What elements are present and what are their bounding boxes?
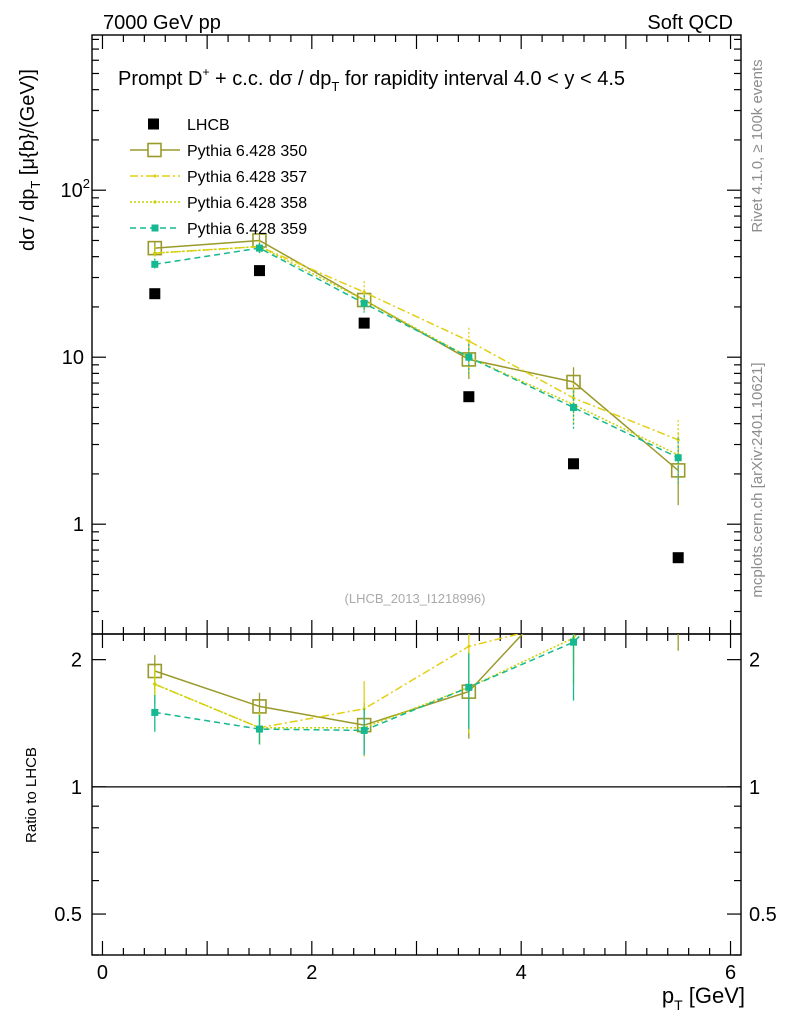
legend-label: Pythia 6.428 358 (187, 195, 307, 212)
ratio-marker (570, 638, 578, 646)
marker-359 (151, 260, 159, 268)
data-point-lhcb (672, 552, 684, 564)
data-point-lhcb (253, 265, 265, 277)
x-tick-label: 6 (725, 962, 736, 984)
main-ticks (92, 35, 741, 634)
marker-359 (465, 353, 473, 361)
header-right: Soft QCD (647, 12, 733, 34)
ratio-line (154, 634, 522, 729)
data-point-lhcb (358, 317, 370, 329)
rivet-label: Rivet 4.1.0, ≥ 100k events (749, 59, 766, 232)
data-point-lhcb (149, 288, 161, 300)
ratio-marker (255, 725, 263, 733)
marker-359 (255, 244, 263, 252)
ratio-line (154, 634, 524, 726)
ratio-y-tick-label: 0.5 (54, 904, 82, 926)
main-curves (147, 233, 686, 506)
marker-359 (360, 299, 368, 307)
ratio-marker (151, 708, 159, 716)
x-axis-label: pT [GeV] (662, 983, 745, 1013)
ratio-marker (360, 726, 368, 734)
legend-label: LHCB (187, 117, 230, 134)
ratio-y-tick-label-right: 1 (749, 777, 760, 799)
ratio-y-tick-label-right: 0.5 (749, 904, 777, 926)
ratio-y-tick-label-right: 2 (749, 650, 760, 672)
legend-label: Pythia 6.428 359 (187, 221, 307, 238)
legend-marker (151, 224, 159, 232)
ratio-ticks (92, 634, 741, 956)
ratio-y-axis-label: Ratio to LHCB (23, 747, 40, 843)
analysis-watermark: (LHCB_2013_I1218996) (345, 591, 486, 606)
x-tick-label: 2 (306, 962, 317, 984)
data-point-lhcb (568, 458, 580, 470)
ratio-marker (153, 682, 157, 686)
ratio-panel: 0.5 0.5 1 1 2 2 0 2 4 6 Ratio to LHCB pT [GeV] (23, 633, 777, 1013)
legend-marker (153, 174, 157, 178)
ratio-y-tick-label: 2 (71, 650, 82, 672)
legend-marker (147, 142, 162, 158)
main-panel: 1 10 102 Prompt D+ + c.c. dσ / dpT for rap… (17, 34, 742, 635)
ratio-curves (147, 634, 679, 757)
data-point-lhcb (463, 391, 475, 403)
series-line (154, 239, 679, 471)
legend: LHCB Pythia 6.428 350 Pythia 6.428 357 Pyth… (130, 117, 307, 238)
x-tick-label: 0 (97, 962, 108, 984)
series-line (154, 247, 679, 459)
main-points (149, 265, 684, 564)
ratio-y-tick-labels: 0.5 0.5 1 1 2 2 (54, 650, 777, 926)
y-tick-label: 1 (73, 514, 84, 536)
y-tick-label: 102 (61, 176, 90, 202)
series-line (154, 245, 679, 456)
marker (676, 438, 680, 442)
legend-marker (153, 200, 157, 204)
ratio-series-group (147, 634, 679, 757)
ratio-y-tick-label: 1 (71, 777, 82, 799)
legend-label: Pythia 6.428 357 (187, 169, 307, 186)
y-tick-label: 10 (62, 347, 84, 369)
marker (153, 251, 157, 255)
plot-title: Prompt D+ + c.c. dσ / dpT for rapidity i… (118, 65, 625, 94)
ratio-marker (467, 644, 471, 648)
x-tick-label: 4 (516, 962, 527, 984)
marker (467, 339, 471, 343)
header-left: 7000 GeV pp (103, 12, 221, 34)
mcplots-label: mcplots.cern.ch [arXiv:2401.10621] (749, 362, 766, 597)
series-line (154, 245, 679, 441)
marker-359 (674, 454, 682, 462)
main-y-tick-labels: 1 10 102 (61, 176, 90, 536)
legend-label: Pythia 6.428 350 (187, 143, 307, 160)
ratio-marker (465, 683, 473, 691)
y-axis-label: dσ / dpT [μ{b}/(GeV)] (17, 69, 43, 251)
legend-marker-lhcb (148, 118, 159, 130)
marker-359 (570, 403, 578, 411)
marker-350 (670, 463, 686, 478)
x-tick-labels: 0 2 4 6 (97, 962, 736, 984)
